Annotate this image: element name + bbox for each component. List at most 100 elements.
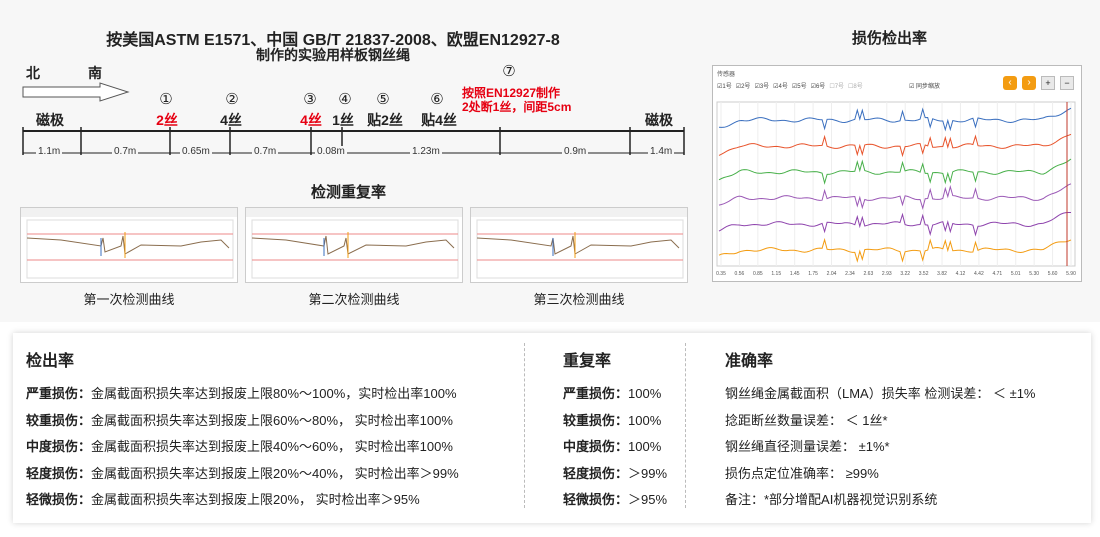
channel-trace xyxy=(718,212,1071,237)
zoom-out-icon[interactable]: − xyxy=(1060,76,1074,90)
column-divider-2 xyxy=(685,343,686,508)
pole-right: 磁极 xyxy=(645,112,673,128)
detection-row: 较重损伤：金属截面积损失率达到报废上限60%～80%， 实时检出率100% xyxy=(26,412,453,428)
x-tick-label: 2.34 xyxy=(845,271,855,277)
marker-5-number: ⑤ xyxy=(376,91,390,108)
marker-3-label: 4丝 xyxy=(300,112,322,128)
south-label: 南 xyxy=(88,65,102,81)
detection-plot: 0.35 0.56 0.85 1.15 1.45 1.75 2.04 2.34 2.63 2.93… xyxy=(716,101,1076,277)
marker-1-label: 2丝 xyxy=(156,112,178,128)
distance-4: 0.7m xyxy=(252,146,279,157)
marker-7-number: ⑦ xyxy=(502,63,516,80)
marker-3-number: ③ xyxy=(303,91,317,108)
repeatability-row: 轻微损伤：＞95% xyxy=(563,492,668,507)
sync-zoom-checkbox[interactable]: ☑ 同步缩放 xyxy=(909,84,941,90)
channel-trace xyxy=(718,237,1072,263)
next-button[interactable]: › xyxy=(1022,76,1036,90)
marker-2-number: ② xyxy=(225,91,239,108)
detection-row: 轻微损伤：金属截面积损失率达到报废上限20%， 实时检出率＞95% xyxy=(26,492,420,507)
detection-row: 轻度损伤：金属截面积损失率达到报废上限20%～40%， 实时检出率＞99% xyxy=(26,465,459,481)
x-tick-label: 4.42 xyxy=(974,271,984,277)
caption-2: 第二次检测曲线 xyxy=(308,292,400,307)
channel-checkbox[interactable]: ☑5号 xyxy=(791,84,807,90)
x-tick-label: 5.90 xyxy=(1066,271,1076,277)
diagram-subtitle: 制作的实验用样板钢丝绳 xyxy=(256,47,410,63)
summary-panel: 检出率 严重损伤：金属截面积损失率达到报废上限80%～100%，实时检出率100… xyxy=(13,333,1091,523)
repeat-title: 检测重复率 xyxy=(311,184,387,201)
marker-6-label: 贴4丝 xyxy=(421,112,457,128)
distance-7: 0.9m xyxy=(562,146,589,157)
detection-rate-title: 损伤检出率 xyxy=(852,30,928,47)
x-tick-label: 3.82 xyxy=(937,271,947,277)
repeatability-row: 轻度损伤：＞99% xyxy=(563,465,668,481)
x-tick-label: 0.56 xyxy=(735,271,745,277)
note-line-1: 按照EN12927制作 xyxy=(462,86,561,100)
detection-row: 中度损伤：金属截面积损失率达到报废上限40%～60%， 实时检出率100% xyxy=(26,439,453,454)
distance-6: 1.23m xyxy=(410,146,442,157)
caption-3: 第三次检测曲线 xyxy=(533,292,625,307)
channel-trace xyxy=(718,133,1072,158)
channel-checkbox[interactable]: ☑2号 xyxy=(735,84,751,90)
marker-4-number: ④ xyxy=(338,91,352,108)
accuracy-row: 备注：*部分增配AI机器视觉识别系统 xyxy=(725,492,938,507)
plot-frame xyxy=(716,101,1076,267)
channel-checkbox[interactable]: ☐8号 xyxy=(848,84,863,90)
mini-chart-2-plot xyxy=(246,208,462,279)
channel-trace xyxy=(718,183,1072,211)
column-divider-1 xyxy=(524,343,525,508)
zoom-in-icon[interactable]: + xyxy=(1041,76,1055,90)
detection-row: 严重损伤：金属截面积损失率达到报废上限80%～100%，实时检出率100% xyxy=(26,386,457,401)
en12927-note: 按照EN12927制作 2处断1丝，间距5cm xyxy=(462,86,571,114)
x-tick-label: 2.93 xyxy=(882,271,892,277)
sensor-toolbar-label: 传感器 xyxy=(717,72,736,78)
mini-chart-3-plot xyxy=(471,208,687,279)
channel-checkbox[interactable]: ☑4号 xyxy=(773,84,788,90)
top-panel: 按美国ASTM E1571、中国 GB/T 21837-2008、欧盟EN129… xyxy=(20,30,1082,307)
detection-chart-window: 传感器 ☑1号 ☑2号 ☑3号 ☑4号 ☑5号 ☑6号 ☐7号 ☐8号 ☑ 同步缩放 ‹ › … xyxy=(712,65,1082,282)
repeatability-row: 严重损伤：100% xyxy=(563,386,662,401)
channel-trace xyxy=(718,107,1072,132)
x-tick-label: 3.52 xyxy=(919,271,929,277)
channel-checkbox[interactable]: ☑3号 xyxy=(754,84,770,90)
sync-zoom-label: 同步缩放 xyxy=(916,84,941,90)
accuracy-column: 准确率 钢丝绳金属截面积（LMA）损失率 检测误差： ＜ ±1% 捻距断丝数量误… xyxy=(725,347,1036,514)
x-tick-label: 1.45 xyxy=(790,271,800,277)
repeatability-row: 中度损伤：100% xyxy=(563,439,662,454)
detection-heading: 检出率 xyxy=(26,353,75,370)
accuracy-row: 损伤点定位准确率： ≥99% xyxy=(725,465,879,481)
mini-chart-3 xyxy=(470,207,688,283)
x-tick-label: 1.75 xyxy=(808,271,818,277)
x-tick-label: 5.01 xyxy=(1011,271,1021,277)
caption-1: 第一次检测曲线 xyxy=(83,292,175,307)
channel-checkbox[interactable]: ☐7号 xyxy=(829,84,845,90)
accuracy-row: 钢丝绳直径测量误差： ±1%* xyxy=(725,439,890,454)
x-tick-label: 4.71 xyxy=(992,271,1002,277)
x-tick-label: 4.12 xyxy=(956,271,966,277)
detection-column: 检出率 严重损伤：金属截面积损失率达到报废上限80%～100%，实时检出率100… xyxy=(26,347,459,514)
mini-chart-1-plot xyxy=(21,208,237,279)
distance-3: 0.65m xyxy=(180,146,212,157)
pole-left: 磁极 xyxy=(36,112,64,128)
note-line-2: 2处断1丝，间距5cm xyxy=(462,100,572,114)
marker-2-label: 4丝 xyxy=(220,112,242,128)
channel-trace xyxy=(718,158,1072,185)
mini-chart-2 xyxy=(245,207,463,283)
x-tick-label: 2.63 xyxy=(864,271,874,277)
prev-button[interactable]: ‹ xyxy=(1003,76,1017,90)
x-tick-label: 0.35 xyxy=(716,271,726,277)
channel-checkbox[interactable]: ☑1号 xyxy=(717,84,732,90)
x-tick-label: 5.60 xyxy=(1048,271,1058,277)
distance-1: 1.1m xyxy=(36,146,63,157)
x-tick-label: 0.85 xyxy=(753,271,763,277)
north-label: 北 xyxy=(26,65,40,81)
channel-checkbox[interactable]: ☑6号 xyxy=(810,84,826,90)
x-tick-label: 2.04 xyxy=(827,271,837,277)
marker-1-number: ① xyxy=(159,91,173,108)
accuracy-row: 钢丝绳金属截面积（LMA）损失率 检测误差： ＜ ±1% xyxy=(725,386,1036,401)
x-tick-label: 5.30 xyxy=(1029,271,1039,277)
repeatability-heading: 重复率 xyxy=(563,353,612,370)
marker-4-label: 1丝 xyxy=(332,112,354,128)
accuracy-heading: 准确率 xyxy=(725,353,774,370)
chart-toolbar-buttons: ‹ › + − xyxy=(1003,76,1074,90)
diagram-title: 按美国ASTM E1571、中国 GB/T 21837-2008、欧盟EN129… xyxy=(106,32,560,49)
